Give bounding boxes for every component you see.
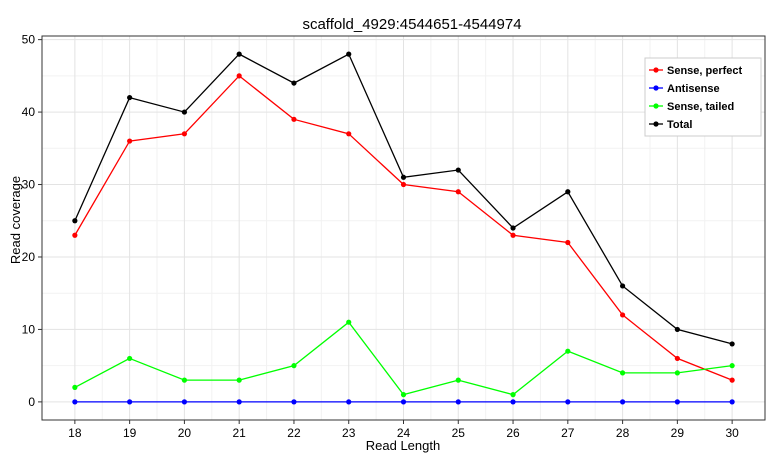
data-point-antisense	[400, 399, 407, 405]
legend-label: Antisense	[667, 83, 720, 95]
legend-label: Sense, tailed	[667, 101, 734, 113]
x-tick-label: 21	[233, 426, 247, 440]
data-point-total	[565, 189, 571, 195]
data-point-sense-perfect	[291, 116, 297, 122]
y-tick-label: 30	[22, 178, 36, 192]
data-point-sense-tailed	[181, 377, 188, 383]
data-point-antisense	[291, 399, 297, 405]
data-point-total	[729, 341, 735, 347]
data-point-sense-perfect	[565, 239, 571, 246]
x-tick-label: 19	[123, 426, 137, 440]
data-point-sense-perfect	[455, 189, 461, 195]
x-tick-label: 29	[671, 426, 685, 440]
data-point-sense-perfect	[674, 355, 680, 362]
data-point-total	[674, 326, 680, 333]
x-tick-label: 28	[616, 426, 630, 440]
data-point-antisense	[455, 399, 461, 405]
data-point-antisense	[729, 399, 735, 405]
data-point-sense-perfect	[181, 131, 188, 137]
data-point-total	[400, 174, 407, 180]
x-tick-label: 20	[178, 426, 192, 440]
legend-label: Sense, perfect	[667, 65, 743, 77]
data-point-total	[510, 225, 516, 231]
y-tick-label: 20	[22, 250, 36, 264]
x-tick-label: 22	[287, 426, 301, 440]
x-tick-label: 26	[506, 426, 520, 440]
x-tick-label: 25	[452, 426, 466, 440]
data-point-sense-tailed	[455, 377, 461, 383]
data-point-total	[291, 80, 297, 86]
data-point-total	[455, 167, 461, 173]
data-point-sense-tailed	[346, 319, 352, 325]
y-tick-label: 50	[22, 33, 36, 47]
data-point-antisense	[127, 399, 133, 405]
data-point-antisense	[674, 399, 680, 405]
legend-key-point	[653, 67, 659, 73]
data-point-total	[72, 218, 78, 224]
data-point-antisense	[236, 399, 242, 405]
data-point-antisense	[565, 399, 571, 405]
x-tick-label: 18	[68, 426, 82, 440]
data-point-sense-tailed	[127, 355, 133, 362]
x-tick-label: 27	[561, 426, 575, 440]
data-point-antisense	[181, 399, 188, 405]
x-axis-title: Read Length	[366, 438, 440, 453]
y-tick-label: 0	[28, 395, 35, 409]
legend-key-point	[653, 85, 659, 91]
data-point-antisense	[72, 399, 78, 405]
data-point-total	[127, 94, 133, 101]
series-layer	[72, 51, 735, 405]
data-point-antisense	[510, 399, 516, 405]
legend: Sense, perfect Antisense Sense, tailed Tota…	[644, 57, 762, 137]
data-point-sense-perfect	[400, 181, 407, 188]
y-axis: 0 10 20 30 40 50	[22, 33, 42, 409]
data-point-sense-perfect	[729, 377, 735, 383]
data-point-sense-tailed	[72, 384, 78, 390]
data-point-sense-perfect	[127, 138, 133, 144]
data-point-total	[346, 51, 352, 57]
data-point-sense-perfect	[510, 232, 516, 238]
x-tick-label: 23	[342, 426, 356, 440]
data-point-total	[236, 51, 242, 57]
data-point-total	[181, 109, 188, 115]
data-point-sense-tailed	[510, 392, 516, 398]
legend-label: Total	[667, 119, 692, 131]
data-point-total	[619, 283, 626, 289]
x-axis: 18 19 20 21 22 23 24 25 26 27 28 29 30	[68, 420, 739, 440]
data-point-antisense	[346, 399, 352, 405]
data-point-sense-tailed	[619, 370, 626, 376]
data-point-antisense	[619, 399, 626, 405]
y-tick-label: 40	[22, 105, 36, 119]
chart-title: scaffold_4929:4544651-4544974	[302, 16, 521, 33]
y-axis-title: Read coverage	[8, 176, 23, 264]
y-tick-label: 10	[22, 322, 36, 336]
data-point-sense-tailed	[565, 348, 571, 354]
data-point-sense-tailed	[291, 363, 297, 369]
data-point-sense-perfect	[72, 232, 78, 238]
x-tick-label: 24	[397, 426, 411, 440]
data-point-sense-perfect	[236, 73, 242, 79]
data-point-sense-tailed	[674, 370, 680, 376]
x-tick-label: 30	[725, 426, 739, 440]
data-point-sense-tailed	[236, 377, 242, 383]
legend-key-point	[653, 121, 659, 127]
data-point-sense-tailed	[729, 363, 735, 369]
legend-box	[644, 57, 762, 137]
data-point-sense-perfect	[619, 312, 626, 318]
legend-key-point	[653, 103, 659, 109]
data-point-sense-perfect	[346, 131, 352, 137]
data-point-sense-tailed	[400, 392, 407, 398]
